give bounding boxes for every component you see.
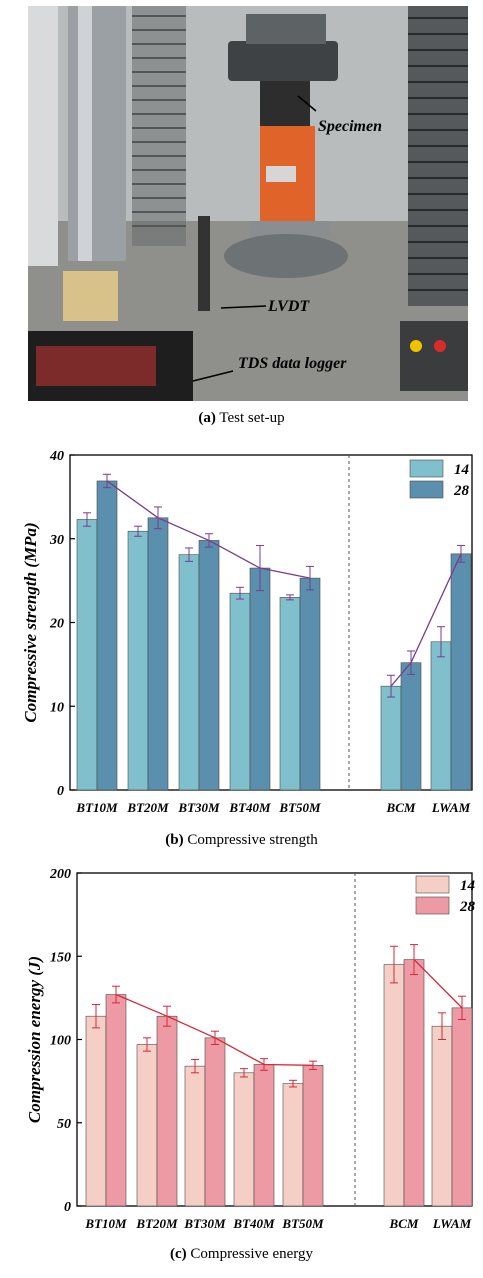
chart-0-xtick-label: BCM (386, 800, 416, 815)
caption-c-tag: (c) (169, 1246, 187, 1262)
caption-a-tag: (a) (198, 410, 216, 426)
caption-b-text: Compressive strength (183, 832, 318, 848)
chart-0-bar-28-BT30M (198, 540, 220, 791)
chart-0-ytick-label: 20 (49, 617, 64, 632)
chart-0-bar-14-BT50M (279, 597, 301, 791)
chart-1-bar-28-BT10M (105, 994, 127, 1207)
chart-1-bar-14-BT10M (85, 1015, 107, 1207)
chart-0-legend-swatch-14 (409, 459, 444, 478)
test-setup-photo: Specimen LVDT TDS data logger (28, 6, 468, 401)
logger-label: TDS data logger (238, 355, 347, 372)
chart-1-bar-14-LWAM (431, 1025, 453, 1207)
chart-0-bar-28-BT40M (249, 567, 271, 791)
chart-1-ytick-label: 0 (64, 1200, 71, 1215)
chart-0-xtick-label: BT30M (177, 800, 220, 815)
chart-0-bar-14-LWAM (430, 641, 452, 791)
chart-0-bar-14-BCM (380, 685, 402, 791)
chart-0-bar-28-BT10M (96, 480, 118, 791)
chart-1-bar-28-BCM (403, 959, 425, 1207)
chart-1-ytick-label: 50 (57, 1117, 71, 1132)
chart-1-trend-line-ref (413, 959, 463, 1009)
chart-0-bar-28-BT20M (147, 517, 169, 791)
chart-0-legend-label-28: 28 (453, 483, 470, 499)
chart-1-trend-line (115, 993, 314, 1066)
chart-1-bar-14-BT40M (233, 1072, 255, 1207)
caption-c: (c) Compressive energy (0, 1246, 483, 1263)
chart-0-bar-28-BCM (400, 662, 422, 791)
caption-a: (a) Test set-up (0, 410, 483, 427)
chart-0-ytick-label: 0 (57, 784, 64, 799)
chart-1-ytick-label: 100 (50, 1034, 71, 1049)
chart-0-xtick-label: BT40M (228, 800, 271, 815)
chart-1-bar-28-BT20M (156, 1015, 178, 1207)
chart-0-bar-28-BT50M (299, 577, 321, 791)
chart-1-bar-14-BCM (383, 964, 405, 1207)
chart-1-xtick-label: BT20M (135, 1216, 178, 1231)
chart-1-xtick-label: BT40M (232, 1216, 275, 1231)
chart-0-bar-28-LWAM (450, 553, 472, 791)
chart-0-legend-swatch-28 (409, 480, 444, 499)
chart-0-xtick-label: BT10M (75, 800, 118, 815)
caption-c-text: Compressive energy (186, 1246, 314, 1262)
chart-0-xtick-label: BT20M (126, 800, 169, 815)
caption-b-tag: (b) (165, 832, 184, 848)
compressive-strength-chart: 0 10 20 30 40 Compressive strength (MPa) BT10M… (21, 449, 473, 815)
chart-1-xtick-label: BT50M (281, 1216, 324, 1231)
chart-0-xtick-label: BT50M (278, 800, 321, 815)
chart-1-ytick-label: 200 (49, 867, 71, 882)
chart-0-bar-14-BT30M (178, 554, 200, 791)
chart-0-bar-14-BT10M (76, 519, 98, 791)
chart-0-bar-14-BT40M (229, 592, 251, 791)
chart-1-bar-14-BT30M (184, 1065, 206, 1207)
chart-0-bar-14-BT20M (127, 530, 149, 791)
chart-0-xtick-label: LWAM (431, 800, 471, 815)
chart-1-bar-14-BT50M (282, 1083, 304, 1207)
chart-1-legend-label-28: 28 (459, 899, 476, 915)
chart-1-xtick-label: BT10M (84, 1216, 127, 1231)
chart-1-xtick-label: LWAM (432, 1216, 472, 1231)
chart-1-legend-label-14: 14 (460, 878, 476, 894)
chart-1-bar-14-BT20M (136, 1044, 158, 1207)
chart-1-y-axis-label: Compression energy (J) (25, 956, 44, 1123)
chart-1-bar-28-BT40M (253, 1064, 275, 1207)
caption-b: (b) Compressive strength (0, 832, 483, 849)
chart-0-trend-line (106, 480, 311, 579)
caption-a-text: Test set-up (215, 410, 285, 426)
chart-0-ytick-label: 30 (49, 533, 64, 548)
chart-1-bar-28-BT30M (204, 1037, 226, 1207)
chart-0-y-axis-label: Compressive strength (MPa) (21, 522, 40, 722)
compression-energy-chart: 0 50 100 150 200 Compression energy (J) BT10M B… (25, 867, 476, 1231)
lvdt-label: LVDT (267, 298, 310, 315)
chart-1-ytick-label: 150 (50, 950, 71, 965)
chart-0-ytick-label: 10 (50, 700, 64, 715)
chart-1-bar-28-LWAM (451, 1007, 473, 1207)
chart-1-xtick-label: BCM (389, 1216, 419, 1231)
chart-0-trend-line-ref (390, 553, 462, 687)
specimen-label: Specimen (318, 118, 382, 135)
chart-0-ytick-label: 40 (49, 449, 64, 464)
chart-1-xtick-label: BT30M (183, 1216, 226, 1231)
chart-1-legend-swatch-28 (415, 896, 450, 915)
chart-0-legend-label-14: 14 (454, 462, 470, 478)
chart-1-bar-28-BT50M (302, 1065, 324, 1207)
chart-1-legend-swatch-14 (415, 875, 450, 894)
